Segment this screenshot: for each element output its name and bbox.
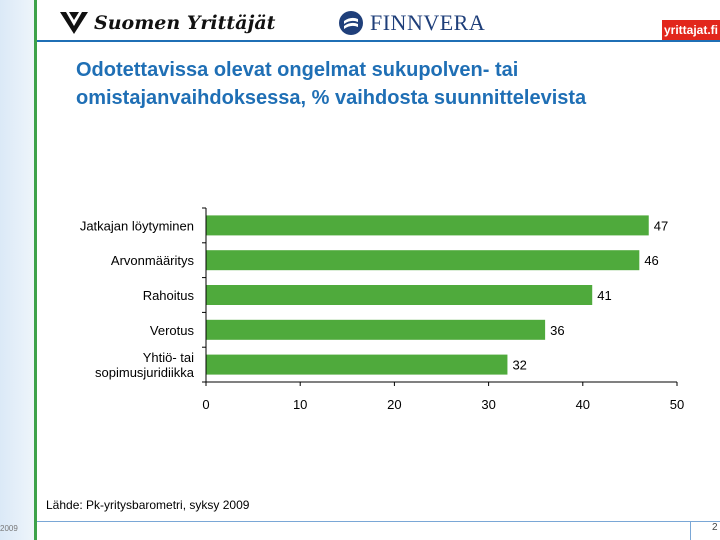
x-tick-label-4: 40 (576, 397, 590, 412)
data-label-2: 41 (597, 288, 611, 303)
header-divider (37, 40, 720, 42)
data-label-0: 47 (654, 218, 668, 233)
finnvera-logo: FINNVERA (338, 8, 485, 38)
slide-title-line-1: Odotettavissa olevat ongelmat sukupolven… (76, 59, 519, 81)
suomen-yrittajat-text: Suomen Yrittäjät (94, 12, 276, 34)
bar-0 (206, 215, 649, 236)
category-label-0: Jatkajan löytyminen (80, 218, 194, 233)
x-tick-label-1: 10 (293, 397, 307, 412)
category-label-4-line-0: Yhtiö- tai (143, 350, 194, 365)
finnvera-mark-icon (339, 11, 363, 35)
suomen-yrittajat-mark-icon (60, 12, 88, 34)
bar-4 (206, 354, 508, 375)
finnvera-text: FINNVERA (370, 10, 486, 35)
page-number: 2 (712, 522, 718, 533)
yrittajat-fi-logo: yrittajat.fi (662, 20, 720, 40)
data-label-1: 46 (644, 253, 658, 268)
x-tick-label-2: 20 (387, 397, 401, 412)
bar-3 (206, 319, 546, 340)
x-tick-label-5: 50 (670, 397, 684, 412)
bar-2 (206, 285, 593, 305)
data-label-3: 36 (550, 323, 564, 338)
category-label-1: Arvonmääritys (111, 253, 195, 268)
footer-divider (37, 521, 720, 522)
slide-title: Odotettavissa olevat ongelmat sukupolven… (76, 56, 696, 112)
x-tick-label-3: 30 (481, 397, 495, 412)
left-accent-strip (0, 0, 34, 540)
bar-1 (206, 250, 640, 271)
source-note: Lähde: Pk-yritysbarometri, syksy 2009 (46, 498, 250, 512)
footer-page-divider (690, 522, 691, 540)
x-tick-label-0: 0 (202, 397, 209, 412)
data-label-4: 32 (512, 358, 526, 373)
left-accent-edge (34, 0, 37, 540)
footer-year: 2009 (0, 524, 18, 533)
slide-title-line-2: omistajanvaihdoksessa, % vaihdosta suunn… (76, 87, 587, 109)
category-label-3: Verotus (150, 323, 195, 338)
category-label-2: Rahoitus (143, 288, 195, 303)
category-label-4-line-1: sopimusjuridiikka (95, 365, 195, 380)
suomen-yrittajat-logo: Suomen Yrittäjät (60, 8, 275, 38)
